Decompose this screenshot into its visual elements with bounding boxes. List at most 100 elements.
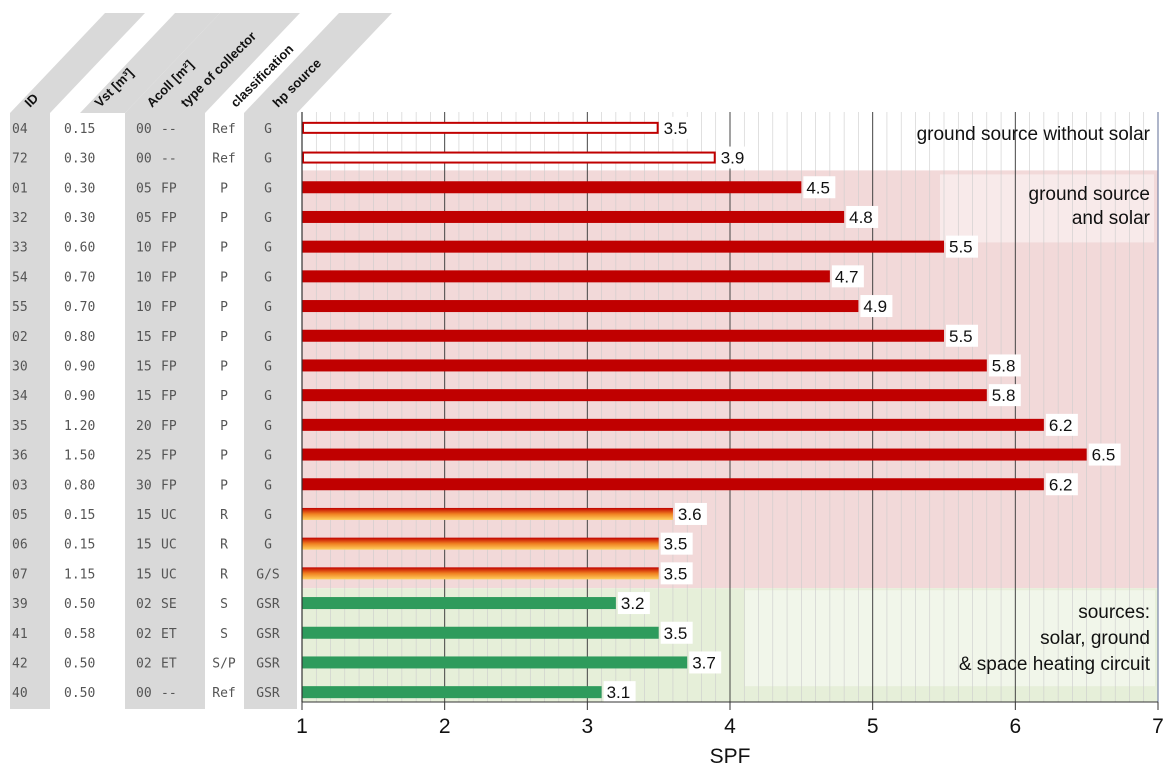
column-band-id — [10, 113, 50, 709]
data-label-bg — [803, 176, 836, 199]
table-cell-type: FP — [161, 419, 177, 434]
data-label-bg — [988, 384, 1021, 407]
data-label: 4.5 — [806, 178, 830, 197]
data-label-bg — [660, 532, 693, 555]
table-cell-type: -- — [161, 152, 177, 167]
bar — [302, 656, 688, 669]
table-cell-id: 01 — [12, 181, 28, 196]
data-label: 6.2 — [1049, 475, 1073, 494]
table-cell-id: 04 — [12, 122, 28, 137]
data-label: 3.5 — [664, 535, 688, 554]
table-cell-id: 07 — [12, 567, 28, 582]
table-cell-id: 32 — [12, 211, 28, 226]
bar — [302, 418, 1044, 431]
data-label-bg — [846, 205, 879, 228]
annotation: sources: solar, ground & space heating cir… — [959, 602, 1151, 675]
table-cell-cls: S — [220, 627, 228, 642]
bar — [302, 448, 1087, 461]
table-cell-cls: P — [220, 211, 228, 226]
data-label: 4.7 — [835, 267, 859, 286]
table-cell-vst: 0.50 — [64, 656, 95, 671]
table-cell-id: 33 — [12, 241, 28, 256]
bar — [302, 597, 616, 610]
table-cell-src: G — [264, 449, 272, 464]
table-cell-vst: 0.15 — [64, 538, 95, 553]
table-cell-src: G — [264, 270, 272, 285]
bar — [302, 240, 944, 253]
table-cell-id: 05 — [12, 508, 28, 523]
data-label-bg — [660, 621, 693, 644]
data-label-bg — [603, 681, 636, 704]
table-cell-acoll: 20 — [136, 419, 152, 434]
table-cell-acoll: 15 — [136, 359, 152, 374]
table-cell-acoll: 05 — [136, 181, 152, 196]
data-label: 5.5 — [949, 238, 973, 257]
table-cell-id: 35 — [12, 419, 28, 434]
annotation-line: & space heating circuit — [959, 654, 1151, 675]
table-cell-vst: 0.15 — [64, 508, 95, 523]
data-label: 6.2 — [1049, 416, 1073, 435]
annotation-line: ground source — [1029, 184, 1150, 205]
bar — [302, 686, 602, 699]
table-cell-src: G — [264, 330, 272, 345]
annotation-box-ground-solar — [940, 174, 1154, 243]
table-cell-type: ET — [161, 627, 177, 642]
table-cell-acoll: 10 — [136, 270, 152, 285]
table-cell-vst: 0.30 — [64, 211, 95, 226]
data-label-bg — [1045, 413, 1078, 436]
table-cell-vst: 0.30 — [64, 181, 95, 196]
bar — [302, 151, 716, 164]
table-cell-type: -- — [161, 122, 177, 137]
data-label: 3.1 — [607, 683, 631, 702]
bar — [302, 210, 845, 223]
table-cell-cls: P — [220, 389, 228, 404]
table-cell-type: FP — [161, 389, 177, 404]
table-cell-vst: 0.80 — [64, 330, 95, 345]
table-cell-acoll: 30 — [136, 478, 152, 493]
data-label: 3.5 — [664, 624, 688, 643]
table-cell-cls: P — [220, 270, 228, 285]
table-cell-vst: 0.30 — [64, 152, 95, 167]
table-cell-src: GSR — [256, 686, 280, 701]
table-cell-acoll: 15 — [136, 389, 152, 404]
table-cell-id: 34 — [12, 389, 28, 404]
table-cell-type: FP — [161, 241, 177, 256]
table-cell-vst: 0.80 — [64, 478, 95, 493]
header-band-1 — [80, 13, 220, 113]
table-cell-acoll: 10 — [136, 241, 152, 256]
table-cell-acoll: 02 — [136, 627, 152, 642]
table-cell-vst: 1.50 — [64, 449, 95, 464]
table-cell-cls: R — [220, 538, 228, 553]
x-tick-label: 7 — [1152, 715, 1164, 738]
table-cell-cls: R — [220, 508, 228, 523]
annotation-line: ground source without solar — [917, 124, 1151, 145]
table-cell-src: GSR — [256, 656, 280, 671]
table-cell-type: UC — [161, 508, 177, 523]
table-cell-src: G — [264, 419, 272, 434]
table-cell-acoll: 15 — [136, 538, 152, 553]
bar — [302, 270, 830, 283]
data-label: 5.8 — [992, 356, 1016, 375]
table-cell-vst: 0.60 — [64, 241, 95, 256]
table-cell-id: 36 — [12, 449, 28, 464]
bar — [302, 389, 987, 402]
table-cell-src: G — [264, 181, 272, 196]
bar — [302, 181, 802, 194]
x-tick-label: 1 — [296, 715, 308, 738]
table-cell-acoll: 00 — [136, 152, 152, 167]
data-label-bg — [1045, 473, 1078, 496]
column-band-acoll-type — [125, 113, 205, 709]
table-cell-src: G — [264, 478, 272, 493]
bar — [302, 359, 987, 372]
data-label-bg — [689, 651, 722, 674]
table-cell-type: SE — [161, 597, 177, 612]
table-cell-id: 40 — [12, 686, 28, 701]
table-cell-id: 55 — [12, 300, 28, 315]
header-band-0 — [10, 13, 145, 113]
table-cell-src: G — [264, 122, 272, 137]
table-cell-src: G — [264, 241, 272, 256]
table-cell-vst: 0.70 — [64, 300, 95, 315]
data-label-bg — [831, 265, 864, 288]
table-cell-cls: P — [220, 330, 228, 345]
